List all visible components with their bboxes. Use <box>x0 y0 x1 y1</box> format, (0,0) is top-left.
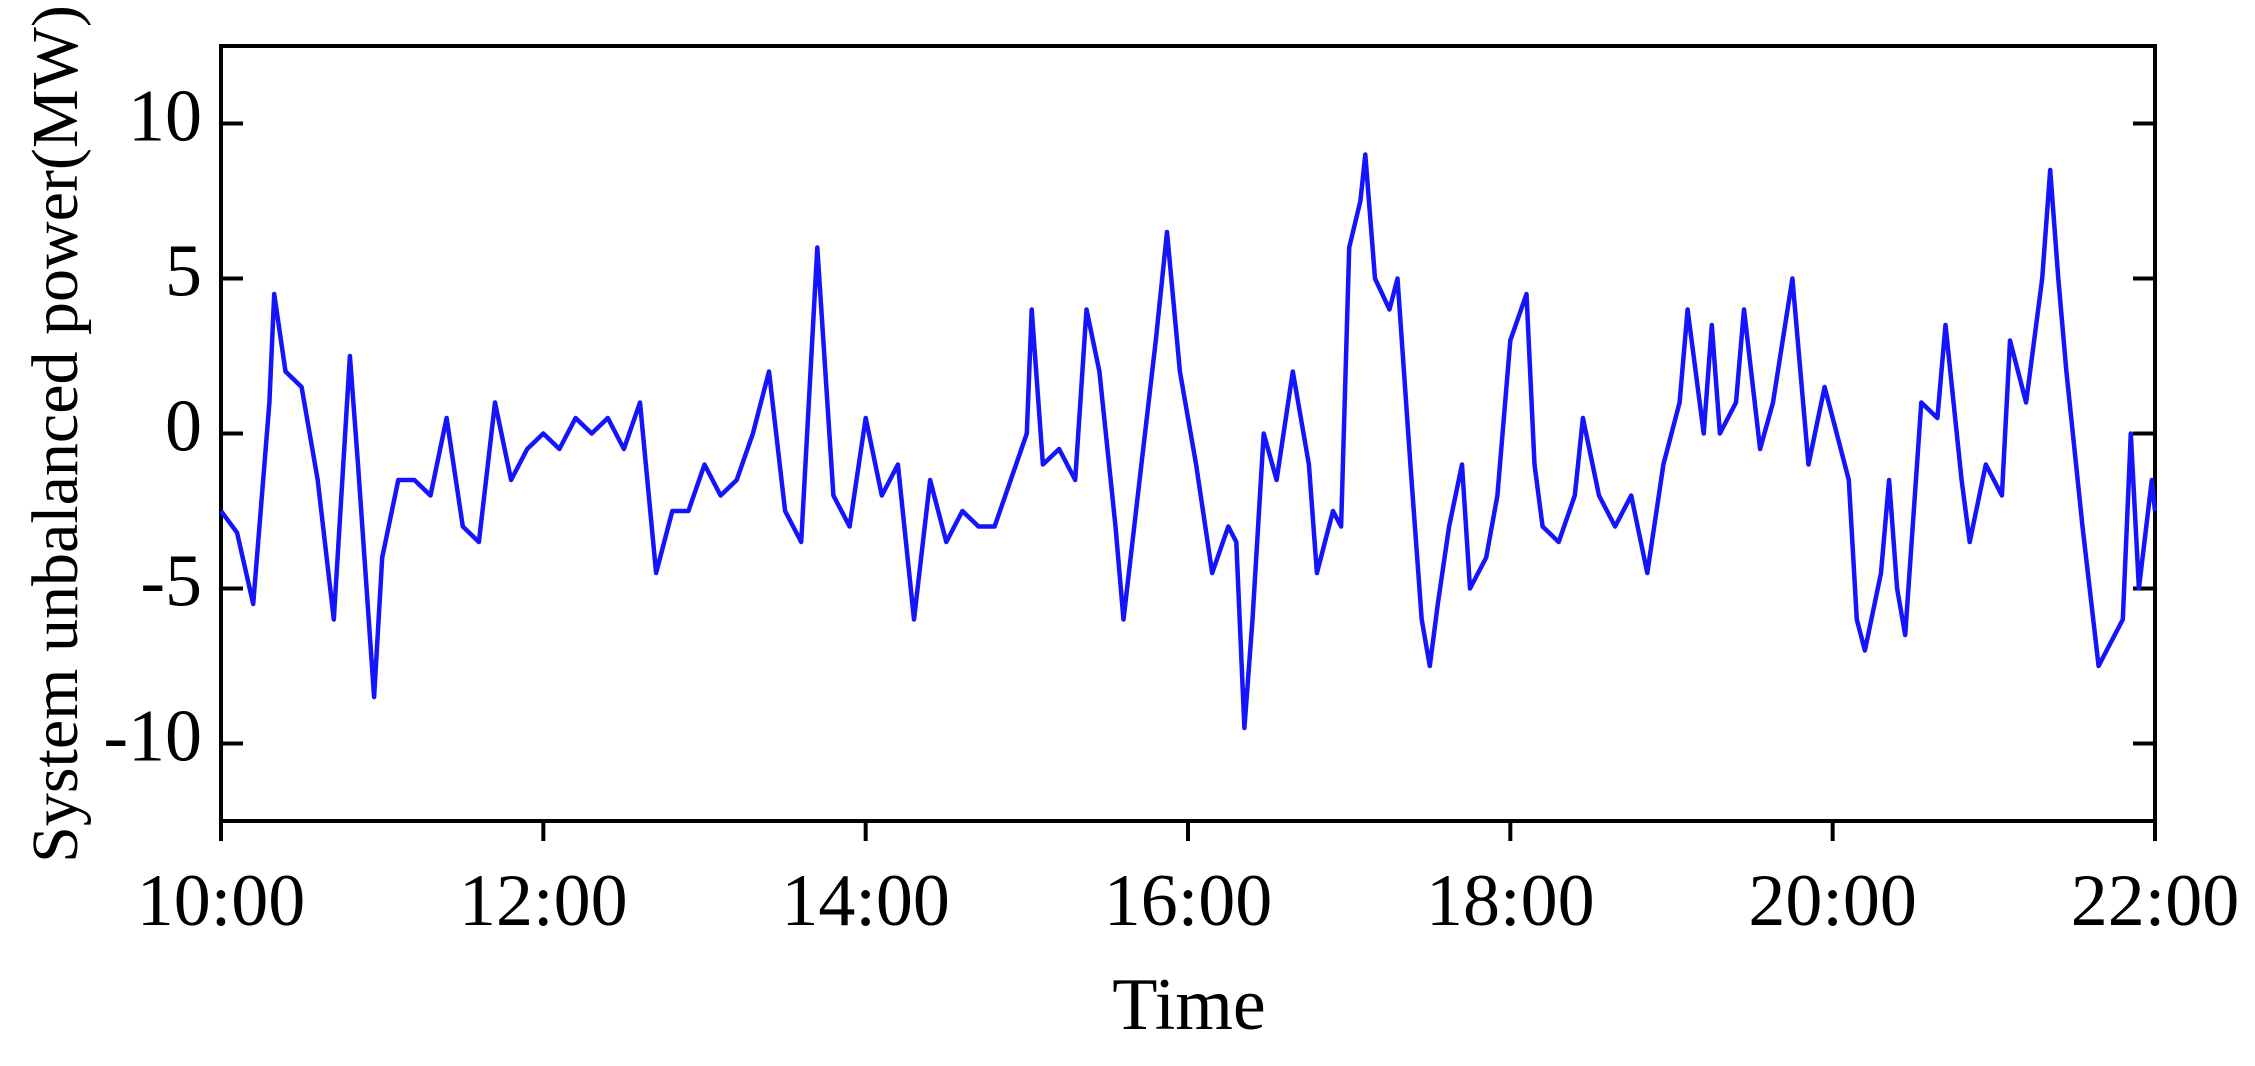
x-tick-label: 20:00 <box>1748 860 1917 942</box>
data-line <box>219 152 2158 731</box>
x-tick-label: 16:00 <box>1104 860 1273 942</box>
x-tick-label: 14:00 <box>781 860 950 942</box>
y-tick-label: 0 <box>165 385 202 467</box>
plot-frame <box>219 44 2157 823</box>
x-tick-label: 12:00 <box>459 860 628 942</box>
x-axis-label: Time <box>1112 964 1266 1046</box>
y-tick-label: -5 <box>140 540 202 622</box>
y-tick-label: 5 <box>165 230 202 312</box>
y-tick-label: 10 <box>128 75 202 157</box>
x-tick-label: 10:00 <box>137 860 306 942</box>
x-tick-label: 22:00 <box>2071 860 2240 942</box>
y-axis-label: System unbalanced power(MW) <box>19 5 92 863</box>
x-tick-label: 18:00 <box>1426 860 1595 942</box>
y-tick-label: -10 <box>103 695 202 777</box>
